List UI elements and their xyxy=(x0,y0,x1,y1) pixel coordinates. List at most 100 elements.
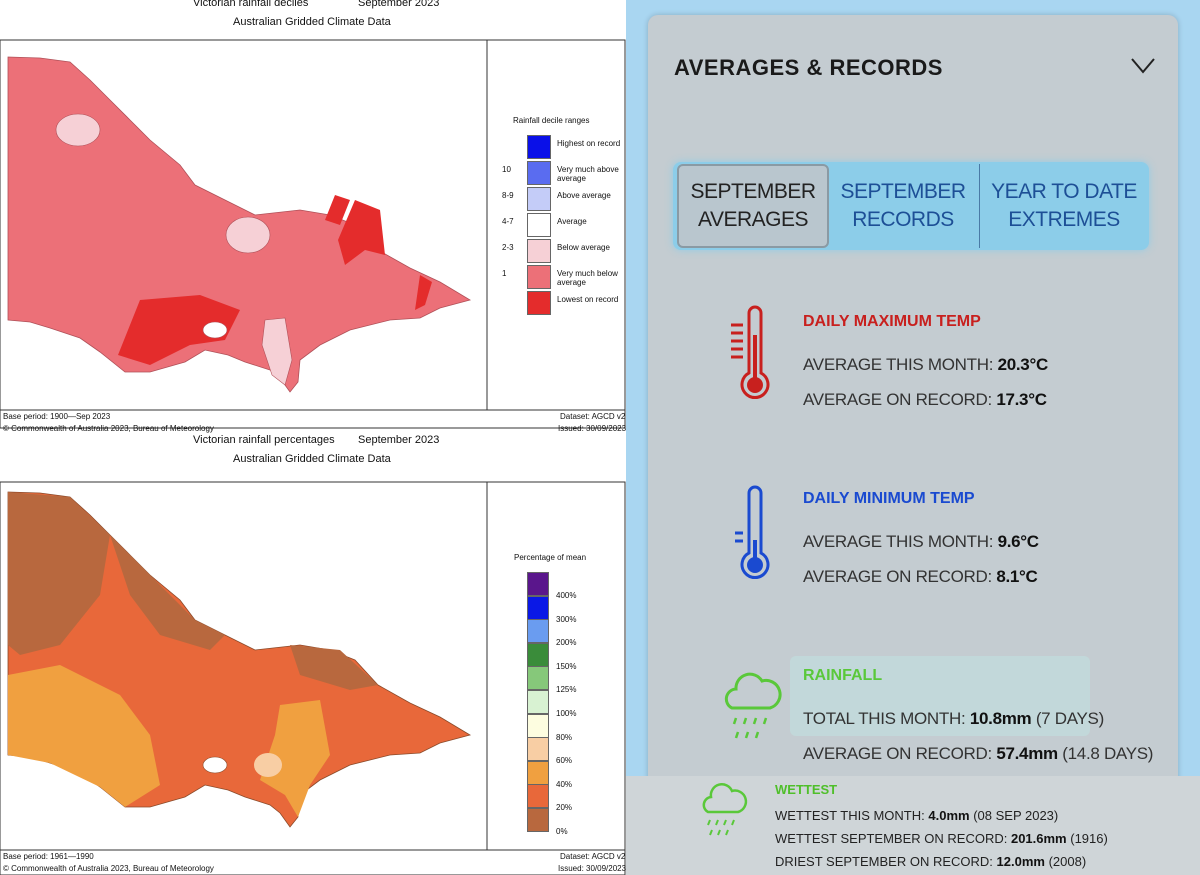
section-heading: DAILY MAXIMUM TEMP xyxy=(803,313,981,330)
legend-swatch xyxy=(527,642,549,667)
dataset: Dataset: AGCD v2 xyxy=(560,852,626,861)
bay xyxy=(202,321,228,339)
legend-range: 10 xyxy=(502,165,511,174)
legend-label: 100% xyxy=(556,709,577,718)
legend-swatch xyxy=(527,713,549,738)
legend-range: 2-3 xyxy=(502,243,514,252)
section-heading: DAILY MINIMUM TEMP xyxy=(803,490,975,507)
rainfall-highlight xyxy=(790,656,1090,736)
map-region xyxy=(415,275,432,310)
legend-label: 80% xyxy=(556,732,573,742)
map-title: Victorian rainfall percentages xyxy=(193,434,335,446)
stat-label: AVERAGE ON RECORD: xyxy=(803,567,992,586)
legend-label: Very much above average xyxy=(557,165,619,183)
map-frame xyxy=(0,39,626,429)
stat-line: AVERAGE THIS MONTH: 9.6°C xyxy=(803,532,1039,552)
legend-label: Lowest on record xyxy=(557,295,619,304)
legend-swatch xyxy=(527,784,549,809)
copyright: © Commonwealth of Australia 2023, Bureau… xyxy=(3,864,214,873)
stat-line: AVERAGE ON RECORD: 8.1°C xyxy=(803,567,1038,587)
map-subtitle: Australian Gridded Climate Data xyxy=(233,16,391,28)
legend-label: Above average xyxy=(557,191,611,200)
legend-range: 4-7 xyxy=(502,217,514,226)
panel-title: AVERAGES & RECORDS xyxy=(674,55,943,80)
legend-title: Percentage of mean xyxy=(514,553,587,562)
map-region xyxy=(225,216,271,254)
legend-label: 20% xyxy=(556,803,573,813)
dataset: Dataset: AGCD v2 xyxy=(560,412,626,421)
collapse-chevron[interactable] xyxy=(1130,56,1156,76)
tab[interactable]: SEPTEMBER AVERAGES xyxy=(677,164,829,248)
rain-cloud-icon xyxy=(724,672,782,739)
stat-label: TOTAL THIS MONTH: xyxy=(803,709,966,728)
stat-label: AVERAGE ON RECORD: xyxy=(803,744,992,763)
percent-map xyxy=(7,491,471,828)
map-region xyxy=(338,200,385,265)
wettest-heading: WETTEST xyxy=(775,782,838,797)
legend-swatch xyxy=(527,239,551,263)
legend-label: Highest on record xyxy=(557,139,621,148)
thermometer-cold-icon xyxy=(735,485,770,580)
legend-swatch xyxy=(527,135,551,159)
tab-bar: SEPTEMBER AVERAGES SEPTEMBER RECORDS YEAR … xyxy=(673,162,1149,250)
base-period: Base period: 1900—Sep 2023 xyxy=(3,412,111,421)
legend-swatch xyxy=(527,213,551,237)
legend-swatch xyxy=(527,666,549,691)
legend-swatch xyxy=(527,760,549,785)
wettest-line: WETTEST SEPTEMBER ON RECORD: 201.6mm (19… xyxy=(775,831,1108,846)
legend-swatch xyxy=(527,808,549,832)
stat-extra: (08 SEP 2023) xyxy=(973,808,1059,823)
legend-label: 150% xyxy=(556,661,577,671)
legend-swatch xyxy=(527,291,551,315)
tab[interactable]: YEAR TO DATE EXTREMES xyxy=(979,164,1148,248)
legend-swatch xyxy=(527,265,551,289)
copyright: © Commonwealth of Australia 2023, Bureau… xyxy=(3,424,214,433)
legend-label: 0% xyxy=(556,827,568,836)
legend-swatch xyxy=(527,595,549,620)
legend-label: 125% xyxy=(556,685,577,695)
stat-value: 12.0mm xyxy=(996,854,1045,869)
stat-line: AVERAGE ON RECORD: 17.3°C xyxy=(803,390,1047,410)
stat-value: 4.0mm xyxy=(928,808,970,823)
wettest-strip xyxy=(626,776,1200,875)
legend-swatch xyxy=(527,619,549,644)
stat-line: AVERAGE THIS MONTH: 20.3°C xyxy=(803,355,1048,375)
map-subtitle: Australian Gridded Climate Data xyxy=(233,453,391,465)
legend-label: 200% xyxy=(556,638,577,648)
stat-value: 10.8mm xyxy=(969,709,1032,728)
legend-label: 60% xyxy=(556,756,573,766)
maps-graphics xyxy=(0,39,626,875)
stat-extra: (7 DAYS) xyxy=(1035,709,1104,728)
map-title: Victorian rainfall deciles xyxy=(193,0,309,9)
legend-label: 400% xyxy=(556,591,577,600)
legend-range: 8-9 xyxy=(502,191,514,200)
stat-label: WETTEST THIS MONTH: xyxy=(775,808,925,823)
rain-cloud-small-icon xyxy=(702,783,748,836)
stat-label: WETTEST SEPTEMBER ON RECORD: xyxy=(775,831,1008,846)
stat-value: 9.6°C xyxy=(997,532,1040,551)
thermometer-hot-icon xyxy=(731,305,770,400)
stat-value: 57.4mm xyxy=(996,744,1058,763)
map-date: September 2023 xyxy=(358,0,440,9)
legend-swatch xyxy=(527,572,549,596)
stat-value: 20.3°C xyxy=(997,355,1049,374)
legend-swatch xyxy=(527,187,551,211)
legend-label: 40% xyxy=(556,779,573,789)
wettest-line: WETTEST THIS MONTH: 4.0mm (08 SEP 2023) xyxy=(775,808,1058,823)
legend-swatch xyxy=(527,737,549,762)
stat-value: 201.6mm xyxy=(1010,831,1067,846)
stat-extra: (2008) xyxy=(1048,854,1087,869)
maps-area: Victorian rainfall deciles September 2023… xyxy=(0,0,626,875)
base-period: Base period: 1961—1990 xyxy=(3,852,94,861)
stat-value: 8.1°C xyxy=(996,567,1038,586)
stat-label: AVERAGE THIS MONTH: xyxy=(803,532,994,551)
map-region xyxy=(261,317,293,386)
map-region xyxy=(118,295,240,365)
stat-value: 17.3°C xyxy=(996,390,1047,409)
legend-title: Rainfall decile ranges xyxy=(513,116,590,125)
wettest-line: DRIEST SEPTEMBER ON RECORD: 12.0mm (2008… xyxy=(775,854,1086,869)
tab[interactable]: SEPTEMBER RECORDS xyxy=(840,180,966,231)
map-frame xyxy=(0,481,626,875)
stat-line: TOTAL THIS MONTH: 10.8mm (7 DAYS) xyxy=(803,709,1104,729)
